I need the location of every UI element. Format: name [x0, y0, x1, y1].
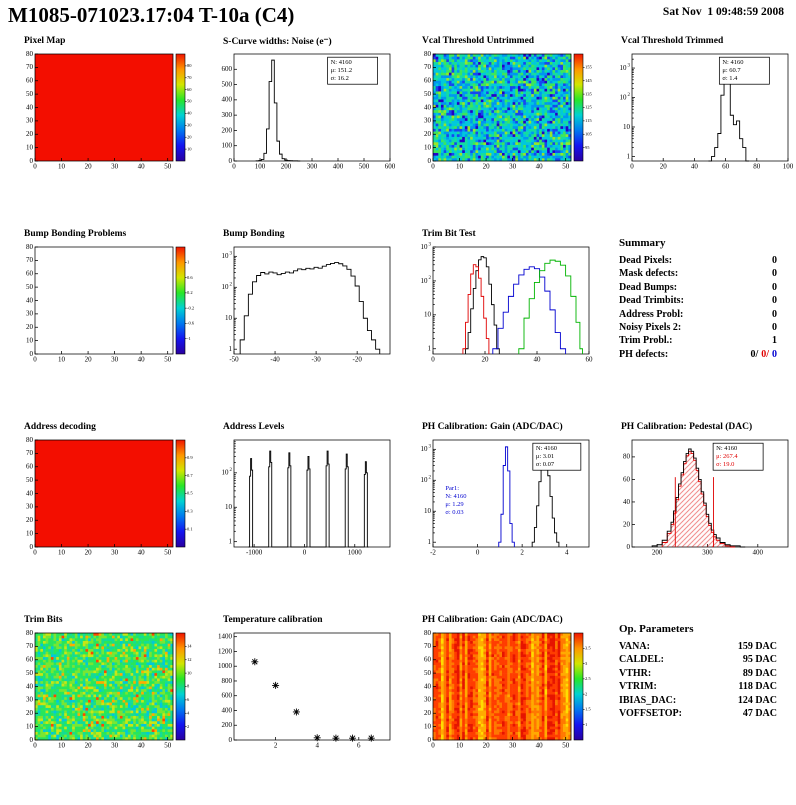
panel-pixel-map: Pixel Map: [6, 33, 205, 226]
op-row-vtrim: VTRIM: 118 DAC: [619, 680, 777, 693]
ph-defects-values: 0/0/0: [747, 348, 777, 361]
scurve-noise-chart: [207, 48, 399, 176]
vcal-trimmed-chart: [605, 48, 796, 176]
row-value: 95 DAC: [742, 654, 777, 666]
panel-op-parameters: Op. Parameters VANA: 159 DAC CALDEL: 95 DA…: [603, 612, 796, 805]
row-label: Mask defects:: [619, 268, 679, 280]
op-row-caldel: CALDEL: 95 DAC: [619, 653, 777, 666]
row-value: 89 DAC: [742, 667, 777, 679]
summary-row-dead-bumps: Dead Bumps: 0: [619, 281, 777, 294]
ph-defects-black: 0/: [750, 348, 759, 360]
row-label: VOFFSETOP:: [619, 708, 682, 720]
row-label: Noisy Pixels 2:: [619, 322, 682, 334]
panel-ph-pedestal: PH Calibration: Pedestal (DAC): [603, 419, 796, 612]
ph-pedestal-chart: [605, 434, 796, 562]
chart-title: Vcal Threshold Trimmed: [621, 36, 724, 46]
plot-grid: Pixel Map S-Curve widths: Noise (e⁻) Vca…: [6, 33, 796, 805]
chart-title: Bump Bonding Problems: [24, 229, 127, 239]
summary-row-dead-trimbits: Dead Trimbits: 0: [619, 294, 777, 307]
row-value: 0: [772, 255, 777, 266]
summary-row-noisy-pixels: Noisy Pixels 2: 0: [619, 321, 777, 334]
bump-bonding-problems-chart: [8, 241, 200, 369]
panel-ph-gain-map: PH Calibration: Gain (ADC/DAC): [404, 612, 603, 805]
panel-trim-bits: Trim Bits: [6, 612, 205, 805]
row-value: 124 DAC: [737, 694, 777, 706]
panel-address-levels: Address Levels: [205, 419, 404, 612]
panel-summary: Summary Dead Pixels: 0 Mask defects: 0 Dea…: [603, 226, 796, 419]
row-label: CALDEL:: [619, 654, 665, 666]
chart-title: PH Calibration: Gain (ADC/DAC): [422, 422, 563, 432]
summary-row-ph-defects: PH defects: 0/0/0: [619, 348, 777, 361]
ph-gain-map-chart: [406, 627, 598, 755]
row-label: Trim Probl.:: [619, 335, 673, 347]
row-value: 0: [772, 322, 777, 334]
summary-row-address-probl: Address Probl: 0: [619, 308, 777, 321]
panel-bump-bonding-problems: Bump Bonding Problems: [6, 226, 205, 419]
row-label: PH defects:: [619, 348, 669, 360]
panel-ph-gain-hist: PH Calibration: Gain (ADC/DAC): [404, 419, 603, 612]
chart-title: Address decoding: [24, 422, 96, 432]
op-row-ibias: IBIAS_DAC: 124 DAC: [619, 694, 777, 707]
chart-title: Trim Bit Test: [422, 229, 476, 239]
panel-trim-bit-test: Trim Bit Test: [404, 226, 603, 419]
summary-row-trim-probl: Trim Probl.: 1: [619, 334, 777, 347]
row-label: VTRIM:: [619, 681, 657, 693]
temperature-calibration-chart: [207, 627, 399, 755]
summary-title: Summary: [619, 237, 666, 249]
summary-row-mask-defects: Mask defects: 0: [619, 267, 777, 280]
address-levels-chart: [207, 434, 399, 562]
vcal-untrimmed-chart: [406, 48, 598, 176]
op-row-vthr: VTHR: 89 DAC: [619, 667, 777, 680]
panel-vcal-threshold-untrimmed: Vcal Threshold Untrimmed: [404, 33, 603, 226]
bump-bonding-chart: [207, 241, 399, 369]
op-row-vana: VANA: 159 DAC: [619, 640, 777, 653]
ph-defects-blue: 0: [772, 348, 777, 360]
trim-bits-chart: [8, 627, 200, 755]
row-value: 118 DAC: [738, 681, 777, 693]
panel-vcal-threshold-trimmed: Vcal Threshold Trimmed: [603, 33, 796, 226]
row-value: 0: [772, 308, 777, 320]
panel-temperature-calibration: Temperature calibration: [205, 612, 404, 805]
module-test-report: M1085-071023.17:04 T-10a (C4) Sat Nov 1 …: [8, 2, 796, 755]
row-value: 47 DAC: [742, 708, 777, 720]
chart-title: Temperature calibration: [223, 615, 323, 625]
row-value: 0: [772, 295, 777, 307]
row-label: VANA:: [619, 641, 650, 652]
trim-bit-test-chart: [406, 241, 598, 369]
ph-defects-red: 0/: [761, 348, 769, 360]
summary-row-dead-pixels: Dead Pixels: 0: [619, 254, 777, 267]
row-label: VTHR:: [619, 667, 652, 679]
row-label: Dead Trimbits:: [619, 295, 684, 307]
address-decoding-chart: [8, 434, 200, 562]
row-label: Dead Pixels:: [619, 255, 673, 266]
row-value: 0: [772, 268, 777, 280]
chart-title: Vcal Threshold Untrimmed: [422, 36, 535, 46]
chart-title: PH Calibration: Pedestal (DAC): [621, 422, 753, 432]
pixel-map-chart: [8, 48, 200, 176]
row-label: Dead Bumps:: [619, 281, 678, 293]
op-row-voffsetop: VOFFSETOP: 47 DAC: [619, 707, 777, 720]
chart-title: Trim Bits: [24, 615, 63, 625]
row-value: 1: [772, 335, 777, 347]
panel-scurve-noise: S-Curve widths: Noise (e⁻): [205, 33, 404, 226]
row-value: 0: [772, 281, 777, 293]
report-header: M1085-071023.17:04 T-10a (C4) Sat Nov 1 …: [8, 2, 788, 28]
panel-bump-bonding: Bump Bonding: [205, 226, 404, 419]
panel-address-decoding: Address decoding: [6, 419, 205, 612]
chart-title: PH Calibration: Gain (ADC/DAC): [422, 615, 563, 625]
chart-title: S-Curve widths: Noise (e⁻): [223, 37, 332, 47]
chart-title: Bump Bonding: [223, 229, 285, 239]
op-parameters-title: Op. Parameters: [619, 623, 694, 635]
chart-title: Pixel Map: [24, 36, 66, 46]
timestamp: Sat Nov 1 09:48:59 2008: [662, 6, 784, 18]
ph-gain-hist-chart: [406, 434, 598, 562]
row-value: 159 DAC: [737, 641, 777, 652]
row-label: IBIAS_DAC:: [619, 694, 677, 706]
page-title: M1085-071023.17:04 T-10a (C4): [8, 3, 295, 27]
row-label: Address Probl:: [619, 308, 684, 320]
chart-title: Address Levels: [223, 422, 285, 432]
